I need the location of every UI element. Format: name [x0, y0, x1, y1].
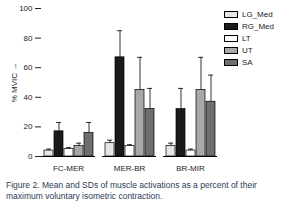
svg-text:80: 80 — [24, 34, 33, 43]
html-text:UT: UT — [242, 45, 253, 55]
html-text:LT: LT — [242, 33, 251, 43]
svg-text:FC-MER: FC-MER — [53, 164, 84, 173]
svg-text:BR-MIR: BR-MIR — [176, 164, 205, 173]
html-text:LG_Med: LG_Med — [242, 9, 273, 19]
svg-text:40: 40 — [24, 93, 33, 102]
html-text:SA: SA — [242, 57, 253, 67]
html-text:RG_Med: RG_Med — [242, 21, 274, 31]
svg-text:0: 0 — [28, 152, 33, 161]
svg-text:100: 100 — [19, 4, 33, 13]
svg-text:60: 60 — [24, 63, 33, 72]
svg-text:% MVIC →: % MVIC → — [10, 63, 19, 103]
svg-text:MER-BR: MER-BR — [114, 164, 146, 173]
svg-text:20: 20 — [24, 122, 33, 131]
html-text:Figure 2. Mean and SDs of musc: Figure 2. Mean and SDs of muscle activat… — [6, 180, 257, 201]
